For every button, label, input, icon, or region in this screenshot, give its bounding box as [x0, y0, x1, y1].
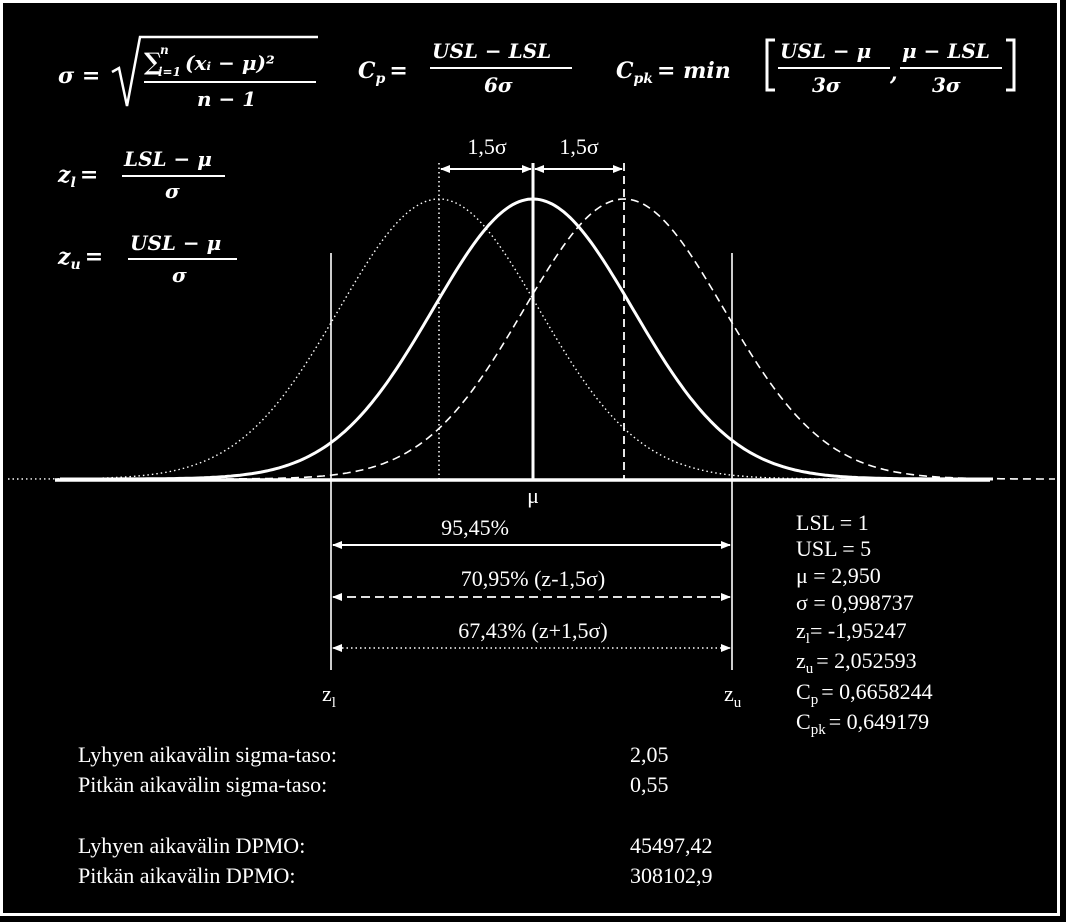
zu-denominator: σ [172, 263, 187, 287]
zl-axis-label: zl [322, 681, 336, 711]
zl-denominator: σ [165, 179, 180, 203]
cp-formula: Cp = USL − LSL 6σ [358, 39, 572, 97]
sigma-denominator: n − 1 [197, 87, 256, 111]
sigma-sum-lower: i=1 [158, 65, 181, 79]
shifted-right-curve [200, 198, 1055, 480]
mu-label: μ [527, 483, 539, 508]
cpk-lhs: Cpk = min [616, 58, 731, 87]
result-value: 45497,42 [630, 833, 713, 858]
zu-axis-label: zu [724, 681, 742, 711]
zl-lhs: zl = [57, 162, 98, 191]
param-lsl: LSL = 1 [796, 510, 869, 535]
sigma-formula: σ = ∑ n i=1 (xᵢ − μ)² n − 1 [58, 35, 318, 111]
zu-lhs: zu = [57, 244, 103, 273]
result-label: Pitkän aikavälin DPMO: [78, 863, 296, 888]
result-label: Lyhyen aikavälin DPMO: [78, 833, 305, 858]
cpk-numerator-1: USL − μ [780, 39, 871, 63]
shift-left-label: 1,5σ [467, 134, 507, 159]
cpk-left-bracket [765, 38, 775, 92]
sigma-sum-upper: n [160, 43, 169, 57]
shift-right-label: 1,5σ [559, 134, 599, 159]
cp-denominator: 6σ [484, 73, 513, 97]
cpk-right-bracket [1006, 38, 1016, 92]
results-list: Lyhyen aikavälin sigma-taso: 2,05 Pitkän… [78, 742, 713, 888]
param-sigma: σ = 0,998737 [796, 590, 914, 615]
param-mu: μ = 2,950 [796, 563, 881, 588]
cpk-denominator-1: 3σ [812, 73, 841, 97]
param-zl: zl= -1,95247 [796, 618, 907, 647]
result-value: 0,55 [630, 772, 669, 797]
cp-lhs: Cp = [358, 58, 408, 87]
cpk-formula: Cpk = min USL − μ 3σ , μ − LSL 3σ [616, 38, 1016, 97]
result-label: Pitkän aikavälin sigma-taso: [78, 772, 327, 797]
cpk-numerator-2: μ − LSL [902, 39, 990, 63]
cp-numerator: USL − LSL [432, 39, 551, 63]
sigma-formula-lhs: σ = [58, 63, 100, 89]
shifted-left-curve [8, 198, 878, 480]
cpk-denominator-2: 3σ [932, 73, 961, 97]
span-67-label: 67,43% (z+1,5σ) [458, 618, 608, 643]
parameter-list: LSL = 1 USL = 5 μ = 2,950 σ = 0,998737 z… [796, 510, 933, 738]
result-label: Lyhyen aikavälin sigma-taso: [78, 742, 337, 767]
param-cp: Cp = 0,6658244 [796, 679, 933, 708]
zu-formula: zu = USL − μ σ [57, 231, 237, 287]
sigma-sum-symbol: ∑ [144, 47, 162, 76]
param-usl: USL = 5 [796, 536, 871, 561]
param-zu: zu = 2,052593 [796, 648, 917, 677]
zl-numerator: LSL − μ [123, 147, 212, 171]
span-70-label: 70,95% (z-1,5σ) [461, 566, 605, 591]
result-value: 308102,9 [630, 863, 713, 888]
sigma-numerator: (xᵢ − μ)² [185, 51, 275, 75]
sqrt-sign [111, 35, 318, 107]
zl-formula: zl = LSL − μ σ [57, 147, 225, 203]
param-cpk: Cpk = 0,649179 [796, 709, 929, 738]
span-95-label: 95,45% [441, 515, 509, 540]
result-value: 2,05 [630, 742, 669, 767]
centered-curve [60, 197, 993, 481]
cpk-comma: , [889, 60, 898, 86]
zu-numerator: USL − μ [130, 231, 221, 255]
